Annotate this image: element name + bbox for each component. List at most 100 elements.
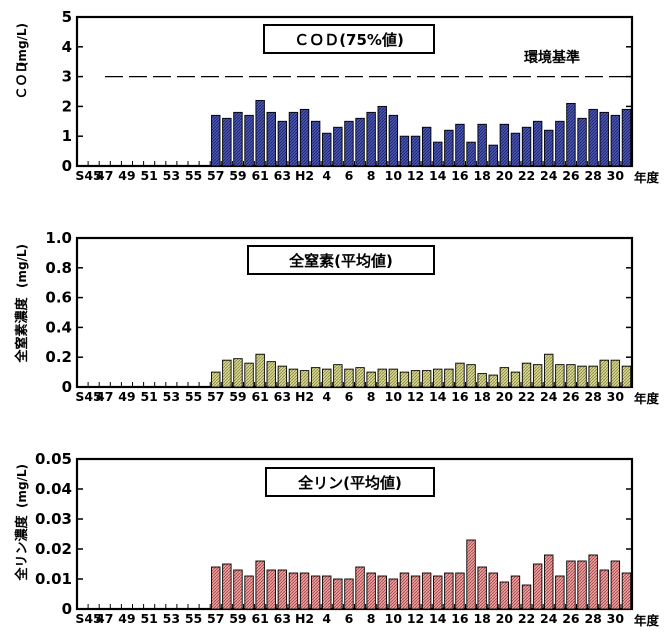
x-tick-label: 12 (407, 611, 424, 626)
bar (599, 359, 609, 388)
x-tick-label: 14 (429, 611, 447, 626)
bar (477, 123, 487, 167)
x-tick-label: 59 (229, 611, 246, 626)
x-tick-label: 47 (96, 389, 113, 404)
chart-title: 全リン(平均値) (297, 474, 402, 492)
bar (255, 560, 265, 610)
bar (366, 572, 376, 610)
x-tick-label: 30 (607, 168, 625, 183)
y-tick-label: 0.01 (35, 570, 72, 588)
bar (488, 144, 498, 167)
x-tick-label: 16 (451, 611, 469, 626)
bar (444, 572, 454, 610)
bar (510, 575, 521, 610)
bar (566, 102, 576, 167)
x-tick-label: 6 (345, 389, 354, 404)
x-tick-label: 8 (367, 389, 376, 404)
bar (466, 141, 476, 167)
x-tick-label: 8 (367, 611, 376, 626)
bar (366, 111, 376, 167)
bar (355, 566, 365, 610)
x-tick-label: 4 (322, 389, 331, 404)
bar (588, 108, 598, 167)
chart-title-box (265, 467, 435, 497)
x-tick-label: 53 (163, 611, 180, 626)
x-tick-label: 59 (229, 168, 246, 183)
y-tick-label: 0.4 (45, 318, 72, 336)
x-tick-label: 14 (429, 168, 447, 183)
bar (310, 120, 321, 167)
bar (532, 364, 543, 388)
y-tick-label: 0.03 (35, 510, 72, 528)
x-tick-label: S45 (75, 611, 101, 626)
y-tick-label: 0 (62, 600, 72, 618)
x-tick-label: 30 (607, 389, 625, 404)
bar (621, 572, 632, 610)
bar (299, 108, 310, 167)
bar (621, 365, 632, 388)
x-tick-label: 26 (562, 611, 580, 626)
x-axis-unit: 年度 (634, 613, 660, 628)
x-tick-label: 28 (584, 389, 601, 404)
bar (277, 120, 288, 167)
x-tick-label: H2 (295, 611, 314, 626)
x-tick-label: 51 (140, 168, 157, 183)
bar (344, 578, 354, 610)
bar (510, 371, 521, 388)
bar (421, 126, 432, 167)
bar (399, 371, 410, 388)
bar (577, 117, 587, 167)
bar (255, 353, 265, 388)
bar (266, 361, 276, 388)
chart-title-box (263, 24, 435, 54)
x-tick-label: 20 (496, 168, 514, 183)
x-tick-label: 47 (96, 168, 113, 183)
standard-label: 環境基準 (524, 49, 580, 66)
bar (322, 575, 332, 610)
bar (344, 368, 354, 388)
y-tick-label: 1 (62, 127, 72, 145)
x-tick-label: 18 (473, 611, 490, 626)
x-axis-unit: 年度 (634, 170, 660, 185)
bar (477, 566, 487, 610)
bar (610, 114, 621, 167)
bar (333, 364, 343, 388)
x-tick-label: 63 (274, 168, 291, 183)
x-tick-label: 47 (96, 611, 113, 626)
x-tick-label: 6 (345, 611, 354, 626)
x-tick-label: 61 (251, 168, 268, 183)
x-tick-label: 12 (407, 168, 424, 183)
x-tick-label: 22 (518, 389, 535, 404)
y-tick-label: 2 (62, 97, 72, 115)
bar (499, 367, 510, 388)
bar (544, 129, 554, 167)
y-tick-label: 4 (62, 38, 72, 56)
x-tick-label: 49 (118, 611, 135, 626)
bar (366, 371, 376, 388)
x-tick-label: S45 (75, 389, 101, 404)
bar (310, 367, 321, 388)
x-tick-label: 61 (251, 611, 268, 626)
x-tick-label: 10 (385, 389, 403, 404)
x-tick-label: 57 (207, 168, 224, 183)
bar (388, 368, 399, 388)
x-tick-label: 55 (185, 389, 202, 404)
bar (455, 123, 465, 167)
x-tick-label: 18 (473, 389, 490, 404)
bar (521, 362, 532, 388)
bar (244, 114, 254, 167)
y-tick-label: 0 (62, 157, 72, 175)
bar (433, 575, 443, 610)
x-tick-label: 30 (607, 611, 625, 626)
y-tick-label: 3 (62, 68, 72, 86)
bar (399, 572, 410, 610)
bar (410, 135, 421, 167)
x-tick-label: 51 (140, 389, 157, 404)
bar (555, 364, 565, 388)
bar (222, 359, 232, 388)
x-tick-label: 28 (584, 611, 601, 626)
x-tick-label: 22 (518, 611, 535, 626)
bar (333, 126, 343, 167)
